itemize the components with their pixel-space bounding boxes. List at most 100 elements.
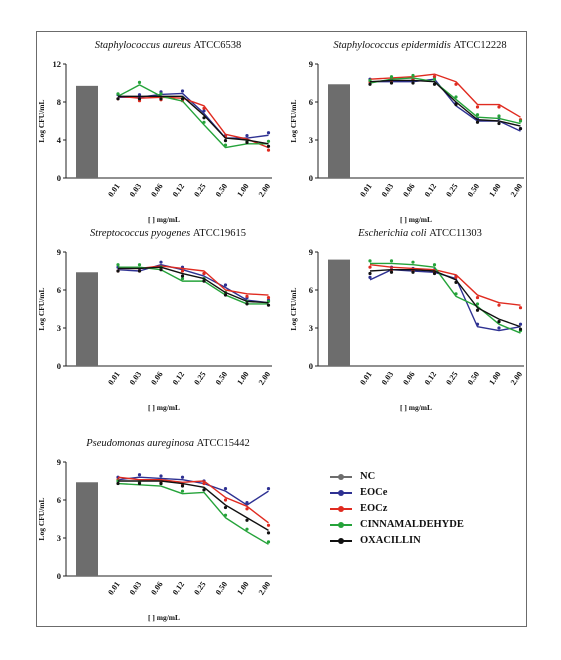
legend-label-cinnamaldehyde: CINNAMALDEHYDE	[360, 519, 464, 530]
y-tick-label-1-4: 4	[57, 135, 62, 145]
y-tick-label-2-0: 0	[309, 173, 313, 183]
point-oxacillin-3-3	[180, 274, 185, 278]
legend-item-eoce: EOCe	[330, 486, 510, 500]
point-oxacillin-1-0	[116, 97, 120, 101]
point-eocz-1-7	[266, 148, 271, 152]
x-tick-label-5-0: 0.01	[106, 580, 121, 597]
point-eocz-2-4	[454, 82, 458, 86]
point-eoce-1-3	[180, 89, 185, 93]
point-oxacillin-1-1	[137, 97, 142, 101]
x-tick-label-1-6: 1.00	[235, 182, 250, 199]
x-tick-label-5-6: 1.00	[235, 580, 250, 597]
point-eocz-4-4	[454, 275, 458, 279]
chart-panel-4: Escherichia coli ATCC11303 Log CFU/mL 0 3 6 9…	[289, 228, 524, 412]
x-axis-label-2: [ ] mg/mL	[400, 215, 432, 224]
point-oxacillin-5-0	[116, 481, 120, 486]
y-axis-label-5: Log CFU/mL	[37, 497, 46, 540]
point-oxacillin-5-5	[223, 505, 228, 510]
x-tick-label-1-7: 2.00	[257, 182, 272, 199]
chart-title-species-3: Streptococcus pyogenes	[90, 228, 193, 239]
point-oxacillin-1-7	[266, 144, 271, 148]
legend-marker-oxacillin	[338, 538, 344, 544]
point-oxacillin-5-2	[159, 481, 163, 486]
point-oxacillin-4-5	[475, 308, 480, 312]
y-tick-label-1-0: 0	[57, 173, 61, 183]
y-axis-label-1: Log CFU/mL	[37, 99, 46, 142]
chart-title-strain-1: ATCC6538	[193, 40, 241, 51]
point-eoce-1-4	[202, 109, 206, 113]
y-tick-label-1-12: 12	[53, 59, 62, 69]
x-tick-label-1-4: 0.25	[192, 182, 207, 199]
chart-title-species-5: Pseudomonas aureginosa	[85, 438, 196, 449]
point-cinnamaldehyde-2-2	[411, 73, 415, 78]
point-eoce-1-7	[266, 131, 271, 135]
chart-panel-3: Streptococcus pyogenes ATCC19615 Log CFU/…	[37, 228, 272, 412]
point-oxacillin-3-4	[202, 279, 206, 283]
y-tick-label-4-9: 9	[309, 247, 313, 257]
point-oxacillin-1-6	[245, 140, 249, 145]
point-cinnamaldehyde-2-5	[475, 113, 480, 117]
legend-marker-nc	[338, 474, 344, 480]
y-tick-label-1-8: 8	[57, 97, 61, 107]
point-eocz-3-4	[202, 271, 206, 276]
x-axis-label-5: [ ] mg/mL	[148, 613, 180, 622]
series-line-oxacillin-5	[118, 480, 269, 532]
point-oxacillin-4-4	[454, 280, 458, 284]
point-cinnamaldehyde-5-6	[245, 527, 249, 531]
point-oxacillin-3-5	[223, 293, 228, 297]
point-oxacillin-5-4	[202, 488, 206, 492]
y-tick-label-3-9: 9	[57, 247, 61, 257]
point-cinnamaldehyde-5-7	[266, 540, 271, 544]
point-oxacillin-1-3	[180, 97, 185, 101]
point-oxacillin-3-0	[116, 269, 120, 273]
y-tick-label-5-3: 3	[57, 533, 61, 543]
legend-item-nc: NC	[330, 470, 510, 484]
point-oxacillin-4-2	[411, 270, 415, 274]
point-eoce-4-6	[497, 326, 501, 330]
nc-bar-1	[76, 85, 98, 178]
point-cinnamaldehyde-2-3	[432, 77, 437, 81]
point-oxacillin-3-7	[266, 303, 271, 307]
x-axis-label-4: [ ] mg/mL	[400, 403, 432, 412]
x-tick-label-5-4: 0.25	[192, 580, 207, 597]
x-tick-label-4-2: 0.06	[401, 370, 416, 387]
x-tick-label-4-6: 1.00	[487, 370, 502, 387]
point-cinnamaldehyde-1-5	[223, 143, 228, 147]
point-cinnamaldehyde-5-5	[223, 513, 228, 517]
x-tick-label-5-7: 2.00	[257, 580, 272, 597]
point-eocz-5-4	[202, 481, 206, 486]
series-line-eocz-4	[369, 263, 521, 306]
point-eoce-3-2	[159, 260, 163, 264]
point-eocz-2-6	[497, 105, 501, 109]
series-line-cinnamaldehyde-4	[370, 262, 521, 334]
point-eoce-5-5	[223, 487, 228, 491]
point-oxacillin-1-5	[223, 139, 228, 143]
point-oxacillin-2-3	[432, 82, 437, 86]
point-oxacillin-3-6	[245, 302, 249, 306]
legend-marker-eoce	[338, 490, 344, 496]
y-tick-label-5-9: 9	[57, 457, 61, 467]
chart-title-strain-4: ATCC11303	[429, 228, 482, 239]
x-tick-label-4-3: 0.12	[423, 370, 438, 387]
series-line-cinnamaldehyde-5	[117, 482, 269, 545]
figure-frame	[36, 31, 527, 627]
point-oxacillin-2-1	[389, 81, 394, 85]
legend-item-eocz: EOCz	[330, 502, 510, 516]
point-oxacillin-2-7	[518, 126, 523, 131]
point-cinnamaldehyde-1-4	[202, 120, 206, 124]
point-eocz-4-7	[518, 306, 523, 310]
legend: NC EOCe EOCz CINNAMALDEHYDE OXACILLIN	[330, 470, 510, 550]
nc-bar-5	[76, 482, 98, 576]
chart-title-5: Pseudomonas aureginosa ATCC15442	[85, 438, 250, 449]
x-tick-label-1-3: 0.12	[171, 182, 186, 199]
point-oxacillin-2-2	[411, 81, 415, 85]
point-oxacillin-4-7	[518, 327, 523, 331]
point-cinnamaldehyde-3-3	[180, 277, 185, 281]
x-tick-label-5-2: 0.06	[149, 580, 164, 597]
legend-label-oxacillin: OXACILLIN	[360, 535, 421, 546]
x-tick-label-3-1: 0.03	[128, 370, 143, 387]
point-oxacillin-2-4	[454, 102, 458, 107]
x-tick-label-4-0: 0.01	[358, 370, 373, 387]
point-cinnamaldehyde-1-2	[159, 92, 163, 96]
